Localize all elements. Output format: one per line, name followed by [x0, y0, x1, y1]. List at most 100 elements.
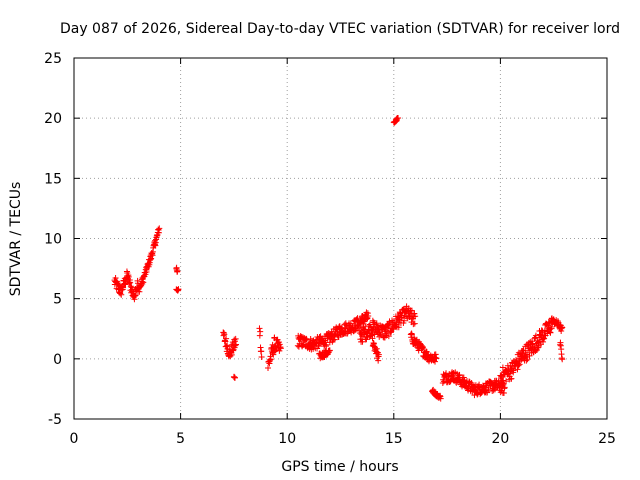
data-point	[526, 352, 533, 359]
y-tick-label: 20	[44, 111, 62, 127]
data-point	[510, 367, 517, 374]
data-point	[232, 335, 239, 342]
axis-ticks	[73, 57, 608, 420]
data-point	[276, 347, 283, 354]
data-point	[277, 345, 284, 352]
data-point	[323, 341, 330, 348]
y-tick-label: 5	[53, 292, 62, 308]
data-point	[315, 343, 322, 350]
data-point	[455, 372, 462, 379]
data-point	[233, 341, 240, 348]
data-point	[257, 328, 264, 335]
y-tick-label: 10	[44, 232, 62, 248]
data-point	[140, 279, 147, 286]
data-point	[125, 273, 132, 280]
data-point	[365, 313, 372, 320]
plot-frame	[73, 57, 608, 420]
data-point	[544, 330, 551, 337]
data-point	[347, 320, 354, 327]
data-point	[559, 356, 566, 363]
data-point	[395, 115, 402, 122]
data-point	[228, 351, 235, 358]
x-tick-label: 20	[491, 431, 509, 447]
data-point	[117, 290, 124, 297]
data-point	[419, 344, 426, 351]
data-point	[408, 331, 415, 338]
data-point	[326, 347, 333, 354]
data-point	[258, 353, 265, 360]
data-point	[456, 371, 463, 378]
y-tick-label: 25	[44, 51, 62, 67]
data-point	[174, 268, 181, 275]
data-point	[132, 292, 139, 299]
x-tick-label: 25	[598, 431, 616, 447]
data-point	[484, 389, 491, 396]
data-point	[401, 317, 408, 324]
data-point	[532, 348, 539, 355]
data-point	[508, 375, 515, 382]
data-point	[363, 309, 370, 316]
data-point	[397, 310, 404, 317]
data-point	[373, 345, 380, 352]
data-point	[500, 377, 507, 384]
data-point	[559, 324, 566, 331]
data-point	[156, 225, 163, 232]
x-tick-label: 5	[176, 431, 185, 447]
y-tick-label: -5	[48, 412, 62, 428]
data-point	[127, 279, 134, 286]
data-point	[375, 351, 382, 358]
data-point	[412, 313, 419, 320]
data-point	[433, 355, 440, 362]
data-point	[516, 357, 523, 364]
data-point	[120, 284, 127, 291]
y-tick-label: 15	[44, 171, 62, 187]
data-point	[485, 386, 492, 393]
x-tick-label: 10	[278, 431, 296, 447]
data-point	[231, 374, 238, 381]
data-point	[503, 378, 510, 385]
data-point	[258, 348, 265, 355]
y-tick-label: 0	[53, 352, 62, 368]
data-point	[515, 362, 522, 369]
data-point	[331, 336, 338, 343]
data-point	[398, 314, 405, 321]
chart-title: Day 087 of 2026, Sidereal Day-to-day VTE…	[60, 21, 620, 37]
data-point	[265, 364, 272, 371]
tick-labels: 0 5 10 15 20 25 -5 0 5 10 15 20 25	[44, 51, 616, 447]
data-point	[524, 356, 531, 363]
data-point	[519, 347, 526, 354]
data-point	[270, 351, 277, 358]
data-point	[223, 335, 230, 342]
data-point	[303, 336, 310, 343]
y-axis-label: SDTVAR / TECUs	[8, 182, 24, 297]
data-point	[514, 366, 521, 373]
data-point	[460, 374, 467, 381]
x-tick-label: 0	[70, 431, 79, 447]
data-point	[267, 356, 274, 363]
data-point	[410, 321, 417, 328]
data-point	[368, 332, 375, 339]
data-point	[411, 310, 418, 317]
x-tick-label: 15	[385, 431, 403, 447]
data-point	[547, 329, 554, 336]
data-point	[437, 395, 444, 402]
grid	[74, 58, 607, 419]
data-points	[111, 114, 566, 402]
data-point	[175, 286, 182, 293]
data-point	[411, 320, 418, 327]
data-point	[338, 324, 345, 331]
data-point	[148, 255, 155, 262]
x-axis-label: GPS time / hours	[281, 459, 398, 475]
data-point	[523, 357, 530, 364]
data-point	[501, 384, 508, 391]
data-point	[256, 325, 263, 332]
data-point	[369, 335, 376, 342]
data-point	[373, 320, 380, 327]
data-point	[221, 331, 228, 338]
data-point	[232, 342, 239, 349]
data-point	[385, 333, 392, 340]
data-point	[222, 338, 229, 345]
data-point	[532, 332, 539, 339]
data-point	[548, 325, 555, 332]
